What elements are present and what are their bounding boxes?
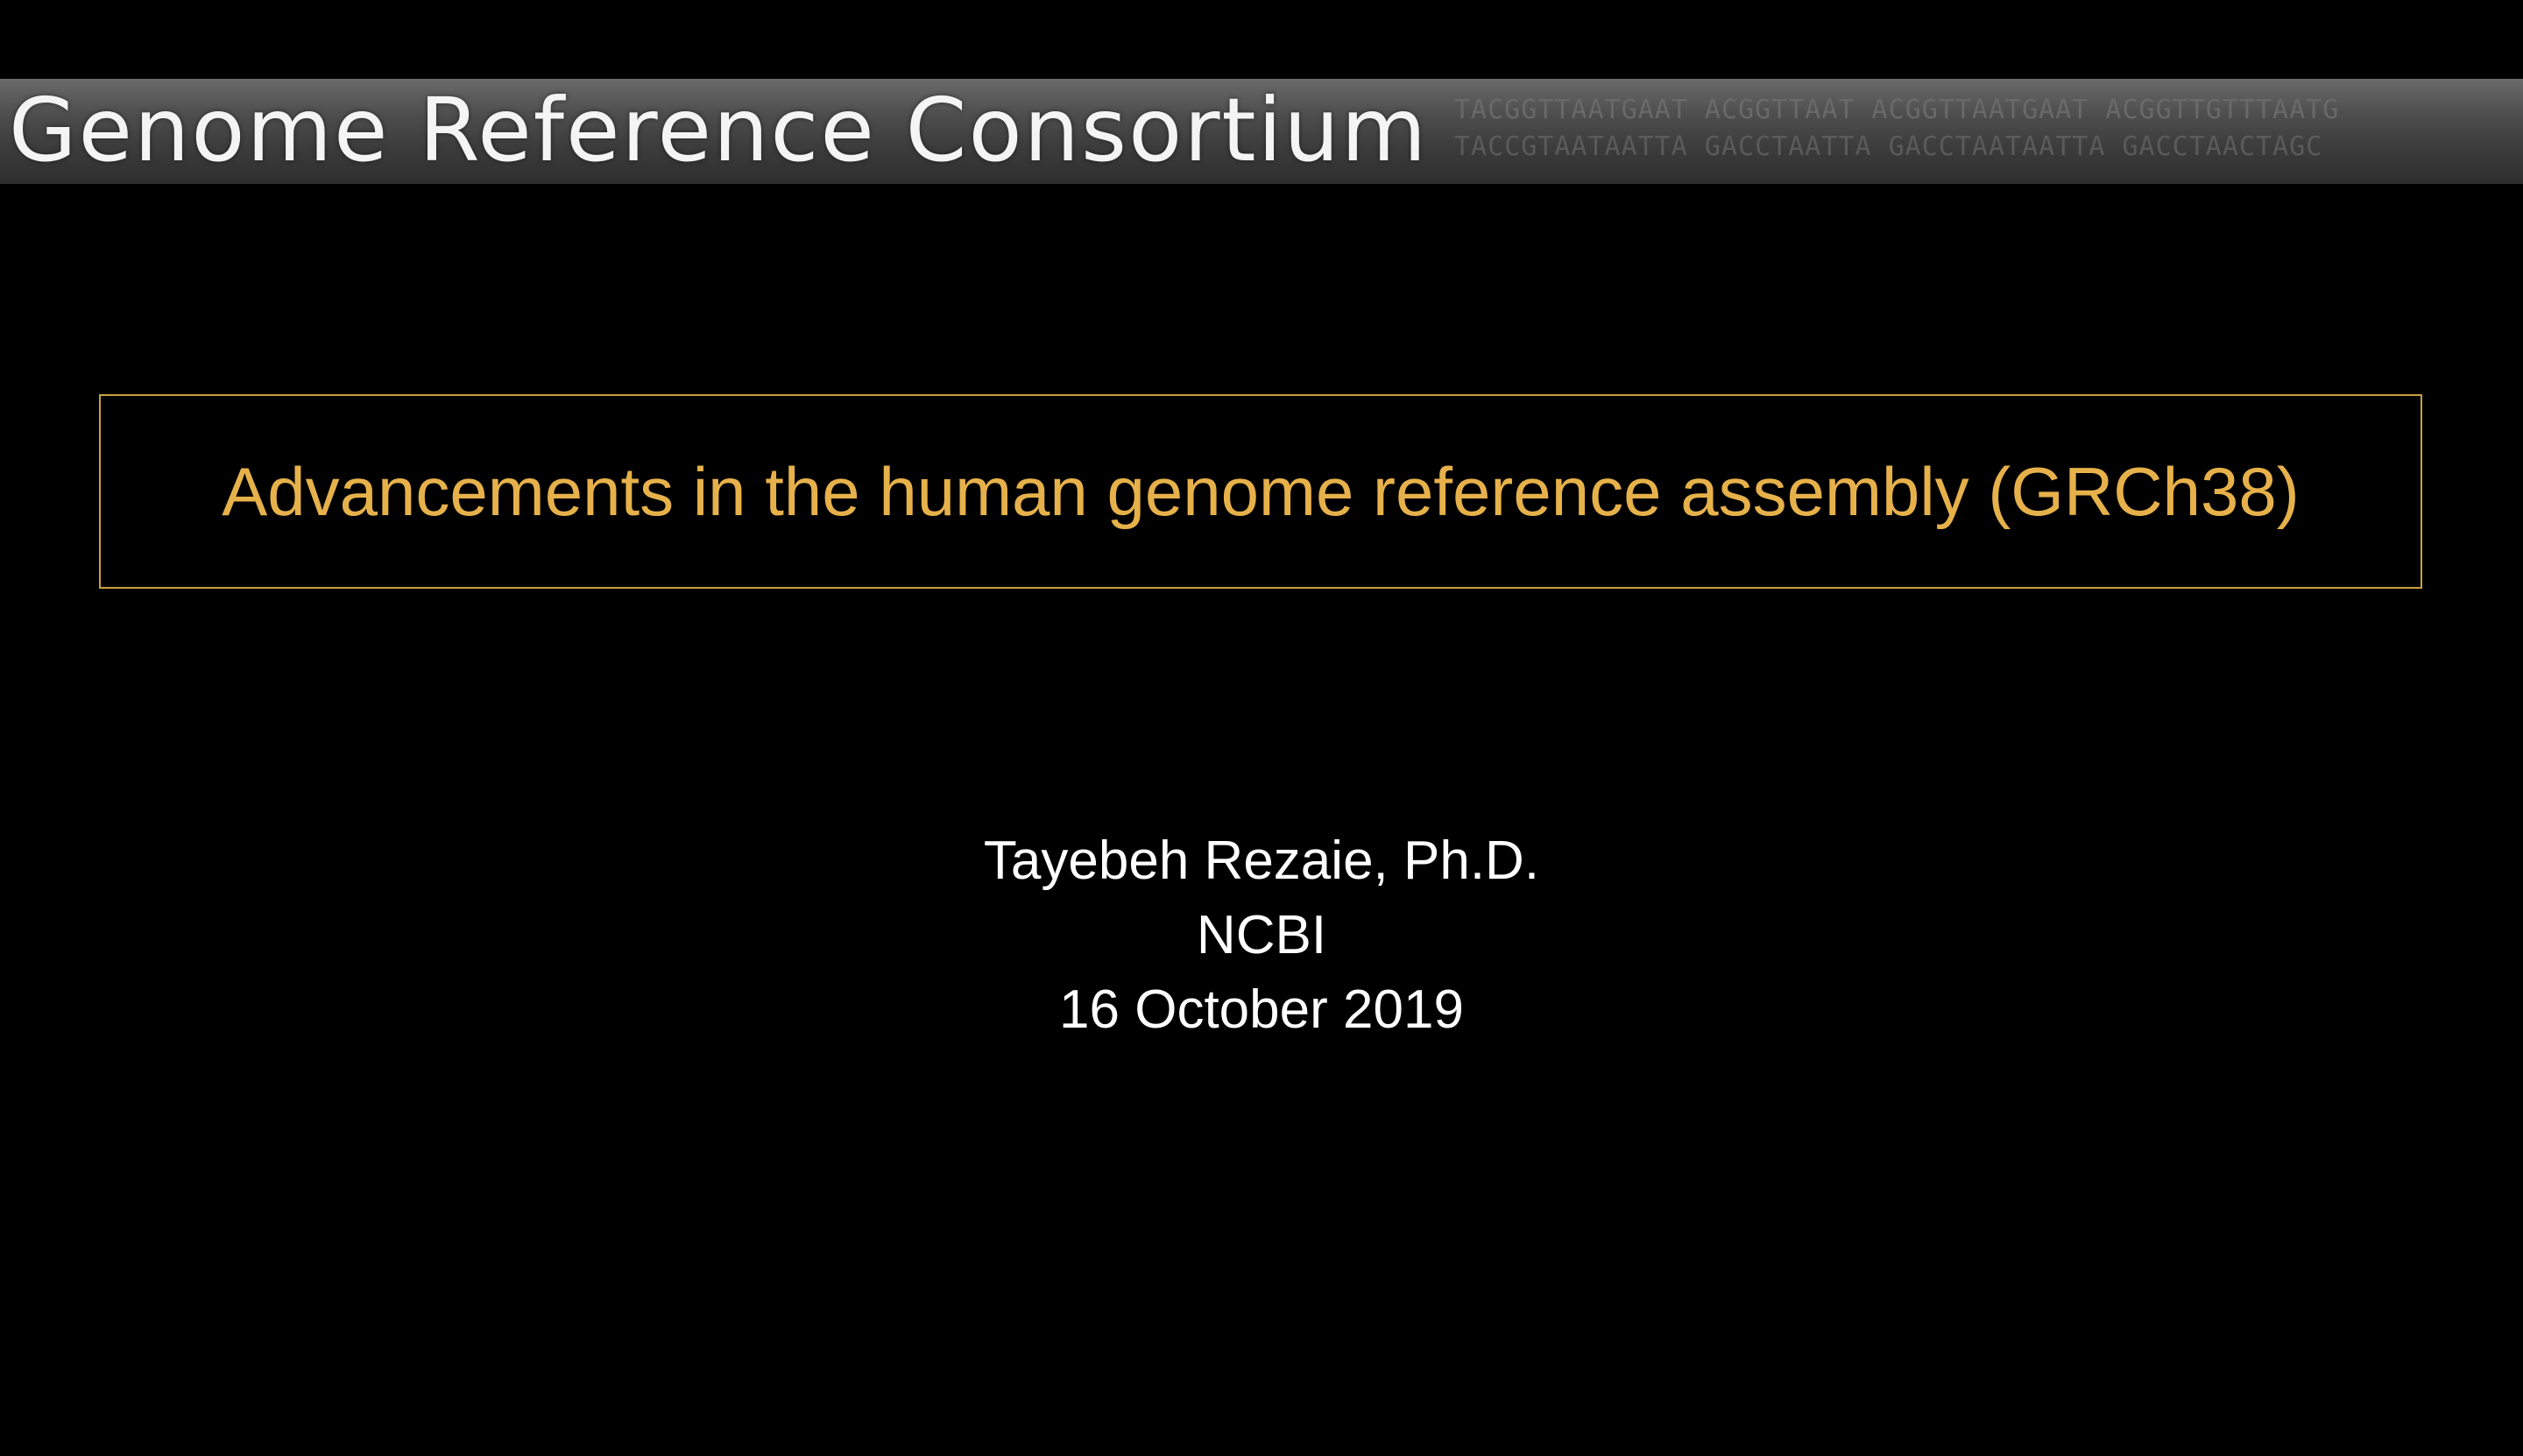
author-name: Tayebeh Rezaie, Ph.D.	[983, 830, 1540, 891]
banner-dna-sequence-bottom: TACCGTAATAATTA GACCTAATTA GACCTAATAATTA …	[1454, 131, 2323, 162]
header-banner: TACGGTTAATGAAT ACGGTTAAT ACGGTTAATGAAT A…	[0, 79, 2523, 184]
banner-title: Genome Reference Consortium	[9, 79, 1429, 181]
presentation-date: 16 October 2019	[1059, 979, 1464, 1040]
slide-title-box: Advancements in the human genome referen…	[99, 394, 2422, 589]
organization: NCBI	[1196, 905, 1327, 965]
byline: Tayebeh Rezaie, Ph.D. NCBI 16 October 20…	[0, 823, 2523, 1047]
banner-dna-sequence-top: TACGGTTAATGAAT ACGGTTAAT ACGGTTAATGAAT A…	[1454, 95, 2340, 125]
slide-title: Advancements in the human genome referen…	[222, 452, 2300, 530]
